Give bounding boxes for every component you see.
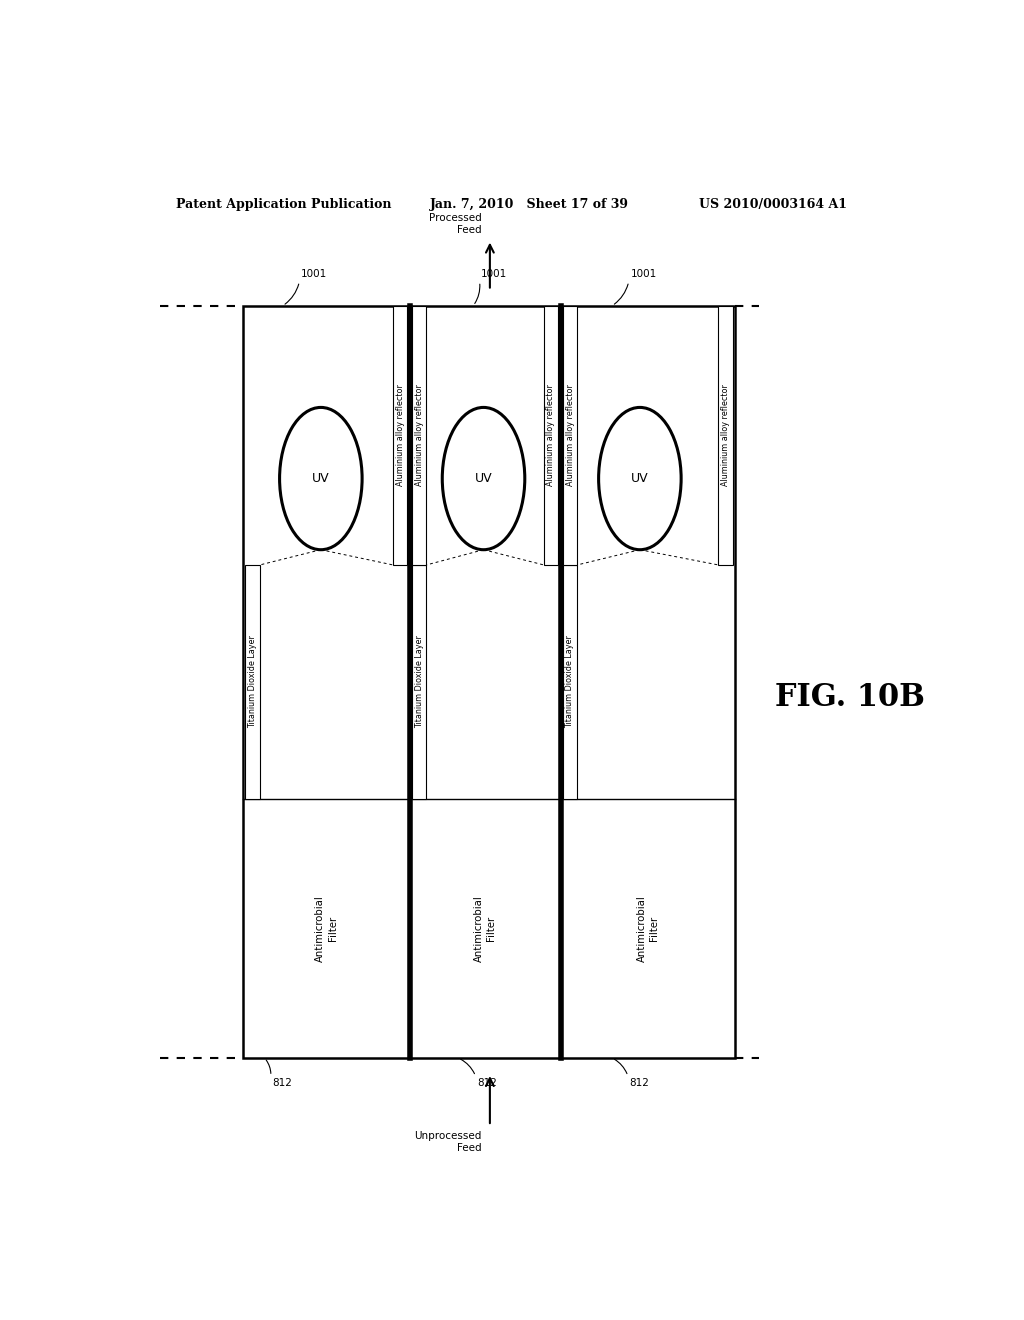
- Text: Jan. 7, 2010   Sheet 17 of 39: Jan. 7, 2010 Sheet 17 of 39: [430, 198, 629, 211]
- Text: FIG. 10B: FIG. 10B: [775, 681, 925, 713]
- Text: Patent Application Publication: Patent Application Publication: [176, 198, 391, 211]
- Bar: [563, 565, 578, 799]
- Text: 812: 812: [630, 1078, 649, 1088]
- Bar: [243, 306, 735, 1057]
- Bar: [563, 306, 578, 565]
- Ellipse shape: [280, 408, 362, 549]
- Text: 1001: 1001: [631, 269, 656, 280]
- Bar: [393, 306, 408, 565]
- Text: 812: 812: [272, 1078, 292, 1088]
- Text: Titanium Dioxide Layer: Titanium Dioxide Layer: [248, 635, 257, 729]
- Text: UV: UV: [475, 473, 493, 484]
- Text: Antimicrobial
Filter: Antimicrobial Filter: [637, 895, 659, 962]
- Bar: [544, 306, 558, 565]
- Text: US 2010/0003164 A1: US 2010/0003164 A1: [699, 198, 848, 211]
- Text: Aluminium alloy reflector: Aluminium alloy reflector: [415, 384, 424, 486]
- Ellipse shape: [442, 408, 524, 549]
- Text: Unprocessed
Feed: Unprocessed Feed: [415, 1131, 482, 1152]
- Text: Aluminium alloy reflector: Aluminium alloy reflector: [547, 384, 555, 486]
- Text: Processed
Feed: Processed Feed: [429, 213, 482, 235]
- Text: UV: UV: [312, 473, 330, 484]
- Text: 1001: 1001: [301, 269, 328, 280]
- Ellipse shape: [599, 408, 681, 549]
- Text: 1001: 1001: [481, 269, 508, 280]
- Bar: [412, 306, 426, 565]
- Text: 812: 812: [477, 1078, 497, 1088]
- Text: Antimicrobial
Filter: Antimicrobial Filter: [474, 895, 497, 962]
- Text: Titanium Dioxide Layer: Titanium Dioxide Layer: [415, 635, 424, 729]
- Text: Titanium Dioxide Layer: Titanium Dioxide Layer: [565, 635, 574, 729]
- Text: Aluminium alloy reflector: Aluminium alloy reflector: [565, 384, 574, 486]
- Text: Aluminium alloy reflector: Aluminium alloy reflector: [395, 384, 404, 486]
- Text: Antimicrobial
Filter: Antimicrobial Filter: [315, 895, 338, 962]
- Bar: [246, 565, 260, 799]
- Bar: [719, 306, 733, 565]
- Text: Aluminium alloy reflector: Aluminium alloy reflector: [721, 384, 730, 486]
- Bar: [412, 565, 426, 799]
- Text: UV: UV: [631, 473, 648, 484]
